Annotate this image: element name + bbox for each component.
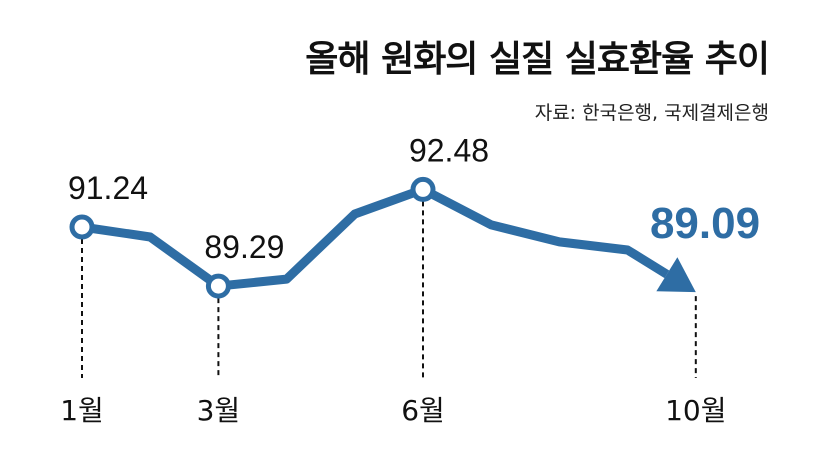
chart-source: 자료: 한국은행, 국제결제은행 bbox=[534, 102, 769, 124]
arrow-head bbox=[656, 257, 696, 293]
data-point-marker bbox=[205, 273, 231, 299]
data-point-marker bbox=[69, 214, 95, 240]
x-tick-label: 6월 bbox=[401, 394, 445, 427]
x-tick-label: 1월 bbox=[60, 394, 104, 427]
data-label: 92.48 bbox=[409, 132, 489, 168]
chart-title: 올해 원화의 실질 실효환율 추이 bbox=[305, 39, 770, 80]
series-line bbox=[81, 184, 670, 291]
data-point-marker bbox=[410, 176, 436, 202]
data-label: 89.09 bbox=[650, 199, 760, 248]
data-label: 91.24 bbox=[68, 170, 148, 206]
data-label: 89.29 bbox=[204, 229, 284, 265]
x-tick-label: 3월 bbox=[197, 394, 241, 427]
x-tick-label: 10월 bbox=[665, 394, 726, 427]
